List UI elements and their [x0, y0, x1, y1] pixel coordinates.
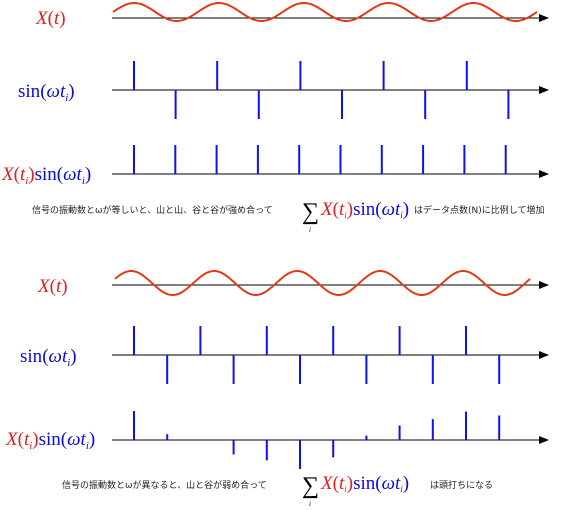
top-panel: X(t) sin(ωti) X(ti)sin(ωti) 信号の振動数とωが等しい…: [1, 1, 549, 234]
bottom-caption-before: 信号の振動数とωが異なると、山と谷が弱め合って: [62, 479, 267, 491]
top-product-pulses: [133, 145, 507, 174]
bottom-sampling-pulses: [133, 326, 501, 384]
top-sin-label: sin(ωti): [18, 81, 75, 104]
bottom-sum-expression: X(ti)sin(ωti): [320, 473, 409, 494]
top-caption-before: 信号の振動数とωが等しいと、山と山、谷と谷が強め合って: [32, 204, 273, 216]
top-x-t-label: X(t): [35, 8, 66, 29]
bottom-sin-label: sin(ωti): [20, 346, 77, 369]
bottom-product-pulses: [133, 411, 501, 469]
top-sum-sigma: ∑: [302, 199, 319, 225]
top-signal-wave: [112, 1, 538, 23]
top-sum-index: i: [309, 226, 311, 234]
top-sum-expression: X(ti)sin(ωti): [320, 199, 409, 220]
top-caption-after: はデータ点数(N)に比例して増加: [414, 204, 545, 216]
bottom-caption-after: は頭打ちになる: [430, 479, 493, 491]
bottom-sum-index: i: [309, 500, 311, 508]
bottom-panel: X(t) sin(ωti) X(ti)sin(ωti) 信号の振動数とωが異なる…: [5, 270, 549, 508]
top-product-label: X(ti)sin(ωti): [1, 164, 91, 187]
bottom-product-label: X(ti)sin(ωti): [5, 429, 95, 452]
bottom-x-t-label: X(t): [37, 276, 68, 297]
top-sampling-pulses: [133, 61, 510, 119]
bottom-sum-sigma: ∑: [302, 473, 319, 499]
bottom-signal-wave: [114, 270, 531, 296]
